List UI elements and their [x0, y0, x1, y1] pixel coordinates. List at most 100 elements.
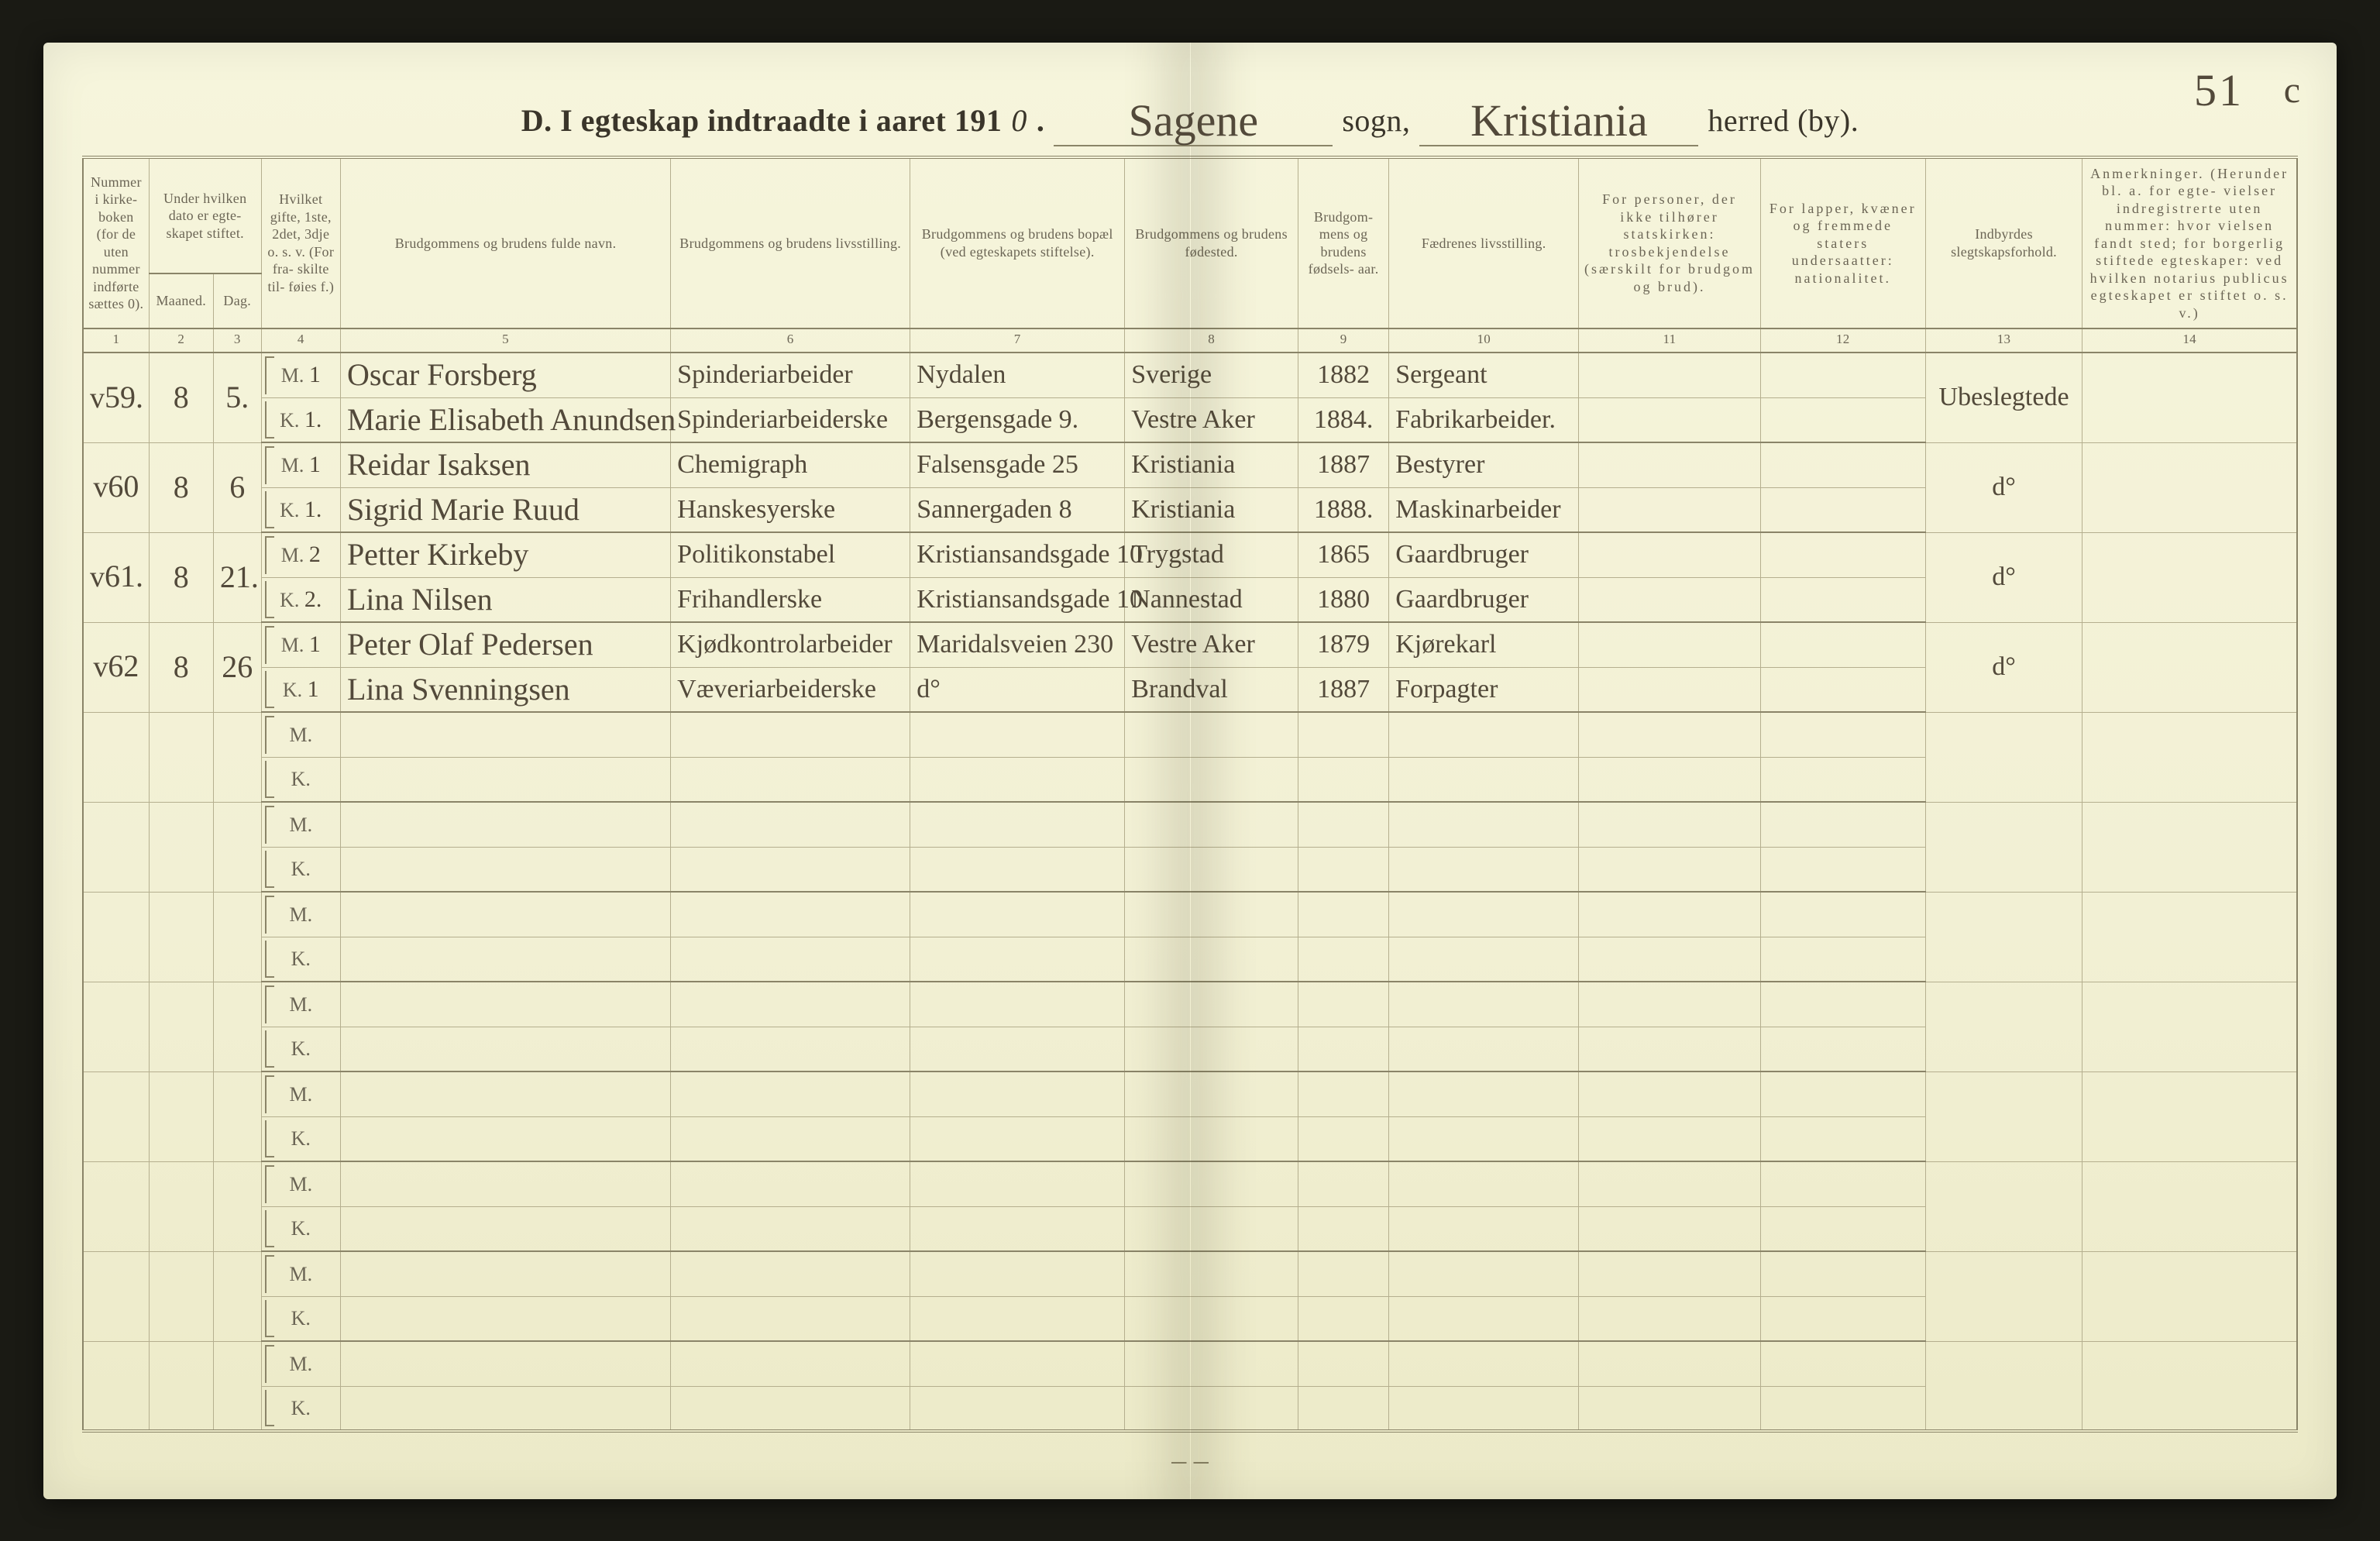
cell-name: Lina Svenningsen: [340, 667, 670, 712]
cell-mk-k: K.: [261, 847, 340, 892]
father-bride: Maskinarbeider: [1395, 495, 1560, 524]
name-groom: Reidar Isaksen: [347, 447, 531, 482]
cell-empty: [1389, 1027, 1579, 1071]
cell-mk-k: K.: [261, 1206, 340, 1251]
father-bride: Gaardbruger: [1395, 585, 1529, 614]
cell-addr: Nydalen: [910, 353, 1125, 397]
cell-mk-k: K.: [261, 757, 340, 802]
cell-day: 26: [213, 622, 261, 712]
cell-empty: [910, 982, 1125, 1027]
occ-groom: Kjødkontrolarbeider: [677, 630, 892, 659]
cell-mk-m: M.: [261, 802, 340, 847]
empty-row-groom: M.: [83, 802, 2297, 847]
cell-empty: [1389, 847, 1579, 892]
entry-row-groom: v59.85.M. 1Oscar ForsbergSpinderiarbeide…: [83, 353, 2297, 397]
cell-empty: [671, 1071, 910, 1116]
cell-empty: [340, 847, 670, 892]
th-num-13: 13: [1925, 328, 2082, 353]
cell-empty: [1579, 892, 1760, 937]
cell-empty: [1760, 802, 1925, 847]
cell-empty: [671, 1116, 910, 1161]
th-c2a-sub: Maaned.: [149, 273, 213, 328]
th-c10: Fædrenes livsstilling.: [1389, 157, 1579, 329]
cell-empty: [1125, 757, 1298, 802]
cell-month: [149, 892, 213, 982]
occ-bride: Frihandlerske: [677, 585, 822, 614]
cell-day: [213, 712, 261, 802]
cell-mk-m: M. 1: [261, 442, 340, 487]
cell-name: Sigrid Marie Ruud: [340, 487, 670, 532]
cell-empty: [340, 1071, 670, 1116]
cell-month: [149, 1071, 213, 1161]
entry-month: 8: [174, 559, 189, 594]
cell-addr: Falsensgade 25: [910, 442, 1125, 487]
cell-empty: [340, 892, 670, 937]
occ-groom: Politikonstabel: [677, 540, 835, 569]
year-bride: 1884.: [1314, 405, 1374, 434]
cell-empty: [1389, 1206, 1579, 1251]
cell-empty: [910, 1116, 1125, 1161]
cell-month: [149, 1341, 213, 1431]
cell-day: [213, 1071, 261, 1161]
cell-empty: [1389, 1161, 1579, 1206]
name-groom: Peter Olaf Pedersen: [347, 627, 593, 662]
cell-day: 5.: [213, 353, 261, 442]
cell-empty: [1125, 1296, 1298, 1341]
cell-no: v61.: [83, 532, 149, 622]
cell-empty: [1760, 757, 1925, 802]
cell-c13: Ubeslegtede: [1925, 353, 2082, 442]
year-bride: 1880: [1317, 585, 1370, 614]
entry-row-groom: v6086M. 1Reidar IsaksenChemigraphFalsens…: [83, 442, 2297, 487]
ledger-table: Nummer i kirke- boken (for de uten numme…: [82, 156, 2298, 1433]
gifte-bride: 1.: [304, 497, 322, 522]
cell-c11: [1579, 532, 1760, 577]
cell-c14: [2082, 1161, 2297, 1251]
cell-day: [213, 892, 261, 982]
cell-empty: [1389, 892, 1579, 937]
cell-c12: [1760, 667, 1925, 712]
cell-month: [149, 802, 213, 892]
name-bride: Lina Svenningsen: [347, 672, 570, 707]
cell-name: Marie Elisabeth Anundsen: [340, 397, 670, 442]
cell-empty: [1389, 982, 1579, 1027]
cell-c13: d°: [1925, 622, 2082, 712]
th-c5: Brudgommens og brudens fulde navn.: [340, 157, 670, 329]
empty-row-groom: M.: [83, 892, 2297, 937]
entry-number: 59.: [105, 380, 143, 414]
cell-father: Bestyrer: [1389, 442, 1579, 487]
cell-empty: [340, 937, 670, 982]
th-num-11: 11: [1579, 328, 1760, 353]
cell-c12: [1760, 487, 1925, 532]
cell-mk-m: M.: [261, 1161, 340, 1206]
cell-c12: [1760, 397, 1925, 442]
cell-no: [83, 982, 149, 1071]
cell-empty: [1579, 937, 1760, 982]
cell-empty: [1389, 1386, 1579, 1431]
cell-empty: [1125, 802, 1298, 847]
entry-month: 8: [174, 470, 189, 504]
cell-c13: [1925, 892, 2082, 982]
name-groom: Petter Kirkeby: [347, 537, 528, 572]
cell-empty: [1760, 937, 1925, 982]
addr-groom: Kristiansandsgade 10: [917, 540, 1143, 569]
cell-c13: [1925, 982, 2082, 1071]
cell-empty: [1760, 982, 1925, 1027]
cell-empty: [910, 1341, 1125, 1386]
bp-bride: Vestre Aker: [1131, 405, 1255, 434]
page-number-extra: c: [2284, 69, 2303, 112]
cell-mk-m: M.: [261, 1341, 340, 1386]
cell-empty: [340, 1386, 670, 1431]
cell-empty: [1125, 1161, 1298, 1206]
cell-empty: [671, 892, 910, 937]
cell-mk-k: K.: [261, 1296, 340, 1341]
cell-c11: [1579, 577, 1760, 622]
th-num-7: 7: [910, 328, 1125, 353]
cell-month: 8: [149, 353, 213, 442]
cell-mk-m: M.: [261, 712, 340, 757]
cell-c13: [1925, 802, 2082, 892]
cell-empty: [1125, 1341, 1298, 1386]
cell-empty: [1579, 712, 1760, 757]
cell-empty: [1298, 1027, 1389, 1071]
cell-empty: [1579, 1206, 1760, 1251]
cell-c14: [2082, 1251, 2297, 1341]
